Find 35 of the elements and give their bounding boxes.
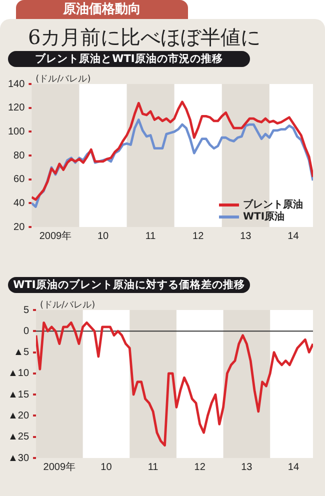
y-tick-label: 0 <box>23 326 30 337</box>
x-tick-label: 11 <box>148 462 159 473</box>
y-tick-label: ▲5 <box>14 347 30 358</box>
x-tick-label: 14 <box>288 230 300 242</box>
y-tick-label: 40 <box>14 198 26 209</box>
text: 6カ月前に比べほぼ半値に <box>28 24 261 51</box>
y-tick-label: ▲30 <box>8 452 30 464</box>
legend-label: WTI原油 <box>243 210 285 223</box>
y-tick-label: 80 <box>14 150 26 162</box>
y-tick-label: 5 <box>23 304 30 316</box>
x-tick-label: 2009年 <box>43 460 76 473</box>
x-tick-label: 2009年 <box>39 230 72 242</box>
y-tick-label: ▲25 <box>8 432 30 443</box>
x-tick-label: 12 <box>192 230 204 242</box>
y-tick-label: 140 <box>8 78 26 90</box>
y-tick-label: ▲10 <box>8 368 30 380</box>
x-tick-label: 14 <box>288 462 300 473</box>
x-tick-label: 11 <box>145 230 156 242</box>
x-tick-label: 10 <box>100 462 112 473</box>
text: 原油価格動向 <box>16 0 188 20</box>
y-tick-label: ▲20 <box>8 410 30 422</box>
y-tick-label: 100 <box>8 126 26 138</box>
chart-title: WTI原油のブレント原油に対する価格差の推移 <box>8 277 250 293</box>
y-axis-title: (ドル/バレル) <box>40 300 96 310</box>
y-tick-label: ▲15 <box>8 389 30 400</box>
y-tick-label: 120 <box>8 102 26 114</box>
x-tick-label: 13 <box>241 462 253 473</box>
legend-label: ブレント原油 <box>243 198 303 211</box>
y-axis-title: (ドル/バレル) <box>36 74 91 84</box>
y-tick-label: 20 <box>14 222 26 233</box>
y-tick-label: 60 <box>14 174 26 186</box>
x-tick-label: 13 <box>240 230 252 242</box>
chart-title: ブレント原油とWTI原油の市況の推移 <box>8 51 250 67</box>
x-tick-label: 12 <box>194 462 206 473</box>
x-tick-label: 10 <box>97 230 110 242</box>
